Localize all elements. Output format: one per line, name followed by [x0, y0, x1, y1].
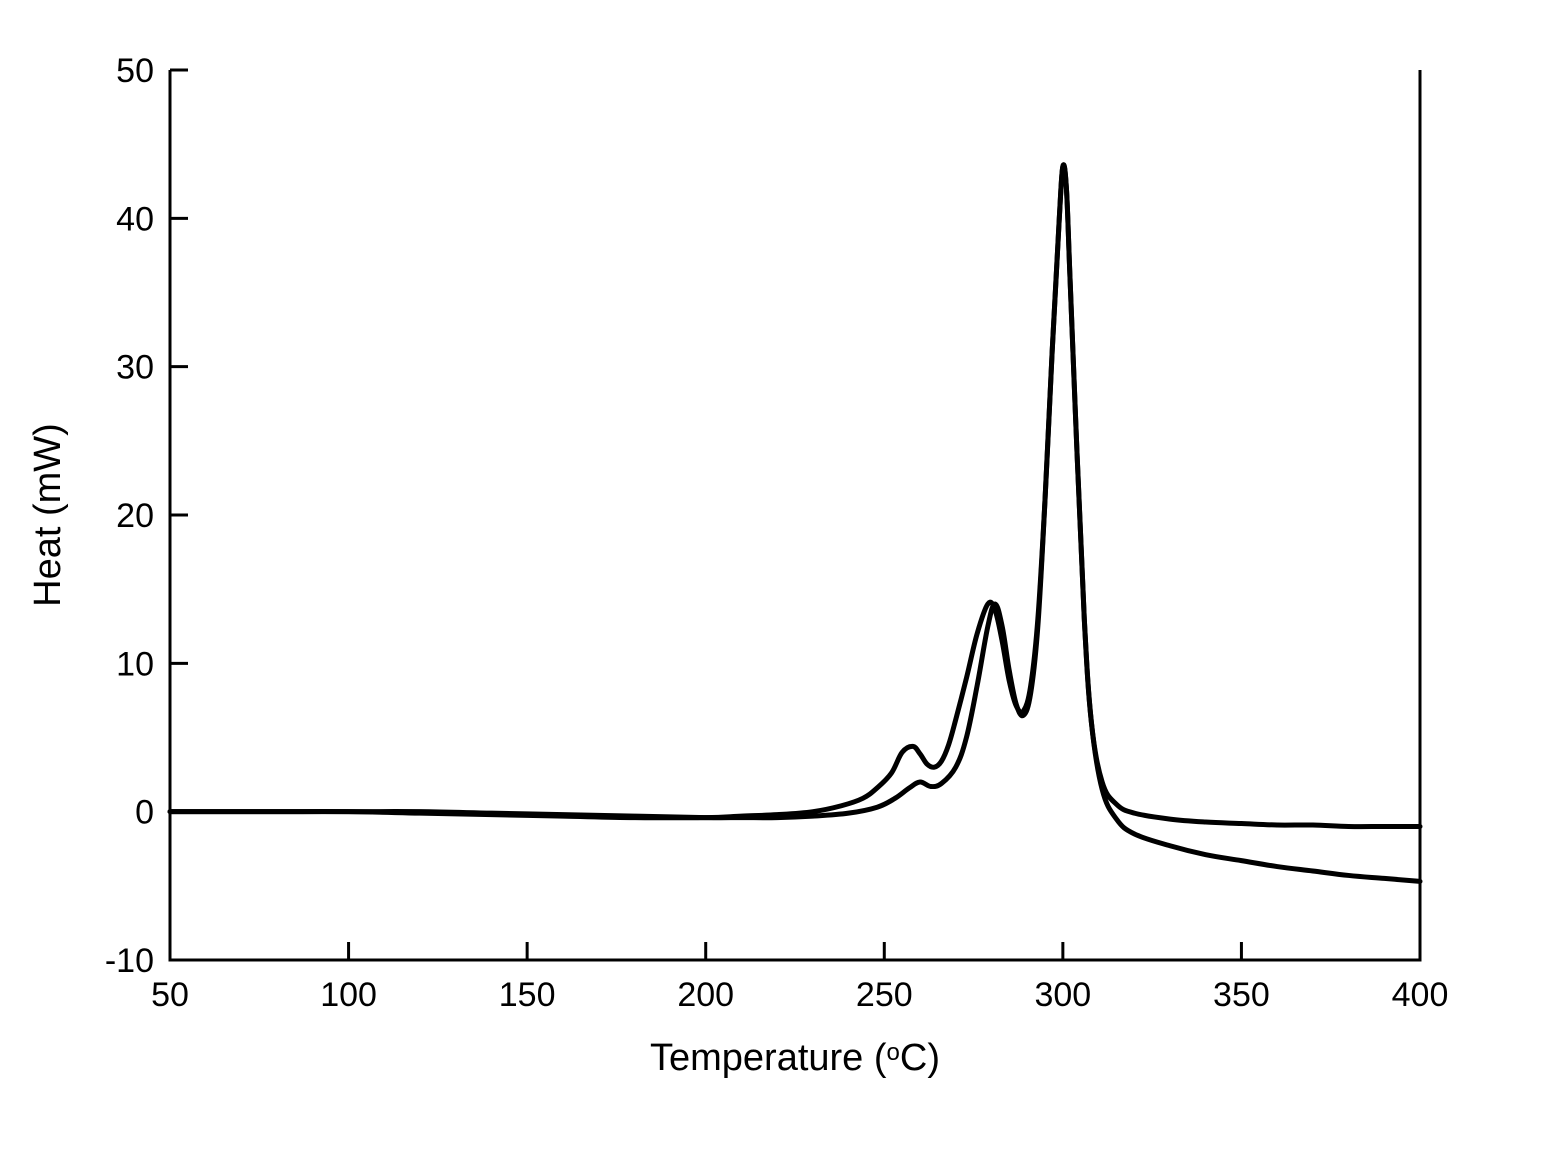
- curve-b: [170, 165, 1420, 827]
- y-axis-label: Heat (mW): [27, 423, 69, 607]
- x-tick-label: 350: [1213, 976, 1270, 1014]
- y-tick-label: 20: [116, 497, 154, 535]
- dsc-chart: 50 100 150 200 250 300 350 400 -10 0 10 20 30 40 50 Te…: [0, 0, 1544, 1153]
- y-tick-label: 10: [116, 645, 154, 683]
- y-tick-label: 50: [116, 52, 154, 90]
- x-axis-label: Temperature (oC): [650, 1037, 940, 1079]
- chart-svg: 50 100 150 200 250 300 350 400 -10 0 10 20 30 40 50 Te…: [0, 0, 1544, 1153]
- y-tick-label: 40: [116, 200, 154, 238]
- y-tick-label: 30: [116, 349, 154, 387]
- x-tick-label: 50: [151, 976, 189, 1014]
- y-tick-label: -10: [105, 942, 154, 980]
- x-tick-label: 300: [1034, 976, 1091, 1014]
- x-tick-label: 400: [1392, 976, 1449, 1014]
- y-tick-label: 0: [135, 794, 154, 832]
- axes: [170, 70, 1420, 960]
- x-tick-label: 250: [856, 976, 913, 1014]
- x-tick-label: 150: [499, 976, 556, 1014]
- data-series: [170, 165, 1420, 882]
- curve-a: [170, 165, 1420, 882]
- x-tick-label: 100: [320, 976, 377, 1014]
- x-tick-label: 200: [677, 976, 734, 1014]
- axis-ticks: 50 100 150 200 250 300 350 400 -10 0 10 20 30 40 50: [105, 52, 1449, 1014]
